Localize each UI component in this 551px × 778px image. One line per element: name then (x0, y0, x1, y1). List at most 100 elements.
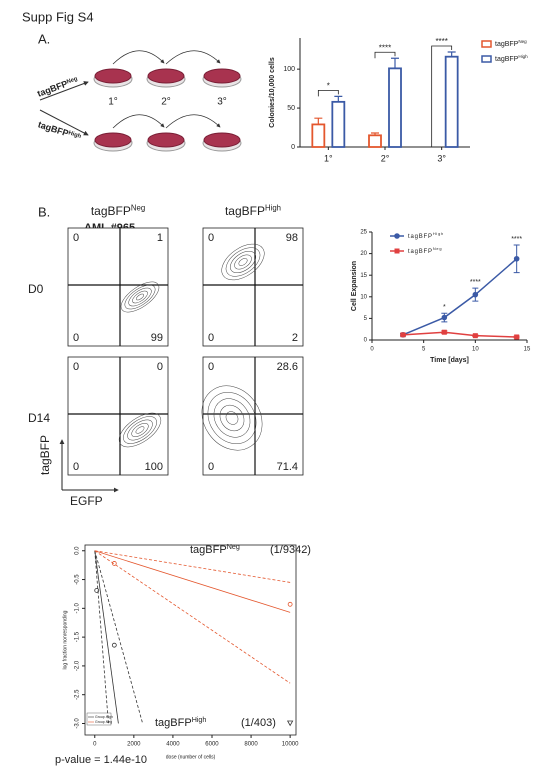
contour (238, 258, 248, 266)
generation-label: 3° (217, 97, 227, 108)
quadrant-value: 0 (73, 232, 79, 244)
significance-label: **** (511, 236, 522, 243)
significance-label: **** (470, 279, 481, 286)
y-tick-label: 25 (360, 230, 367, 236)
y-tick-label: -1.0 (75, 603, 81, 614)
quadrant-value: 99 (151, 332, 163, 344)
contour (225, 411, 239, 425)
quadrant-value: 0 (208, 461, 214, 473)
legend-swatch (481, 55, 492, 63)
arrow (112, 114, 165, 129)
y-tick-label: 50 (287, 105, 295, 112)
fit-line (94, 550, 119, 724)
quadrant-value: 0 (208, 361, 214, 373)
marker (111, 642, 117, 648)
dish-medium (94, 68, 132, 84)
flow-panel (67, 227, 169, 347)
label-text: tagBFP (225, 204, 265, 218)
label-text: tagBFP (495, 56, 519, 63)
contour (124, 284, 156, 310)
generation-label: 2° (161, 97, 171, 108)
flow-panel (202, 356, 304, 476)
plot-frame (84, 544, 297, 736)
label-superscript: High (192, 716, 207, 724)
x-tick-label: 1° (324, 153, 333, 163)
row-label: D0 (28, 282, 44, 296)
significance-label: * (443, 304, 446, 311)
p-value: p-value = 1.44e-10 (55, 754, 147, 766)
y-tick-label: 10 (360, 294, 367, 300)
contour (118, 412, 162, 448)
significance-label: * (327, 82, 330, 91)
y-tick-label: -2.5 (75, 689, 81, 700)
column-header: tagBFPNeg (91, 204, 145, 219)
flow-panel (67, 356, 169, 476)
contour (123, 416, 157, 444)
marker (472, 291, 479, 298)
contour (219, 404, 245, 432)
marker (400, 332, 406, 338)
legend-marker (394, 233, 400, 239)
estimate-value: (1/403) (241, 717, 276, 729)
bar (331, 100, 346, 148)
marker (441, 314, 448, 321)
y-tick-label: 0 (291, 144, 295, 151)
label-text: tagBFP (190, 544, 227, 556)
x-tick-label: 8000 (244, 742, 258, 748)
panel-label: B. (38, 204, 50, 219)
y-tick-label: 15 (360, 273, 367, 279)
quadrant-value: 2 (292, 332, 298, 344)
arrow (39, 81, 89, 101)
bar (368, 134, 382, 148)
contour (221, 243, 265, 281)
bar (388, 67, 402, 148)
label-superscript: Neg (518, 39, 527, 44)
flow-x-label: EGFP (70, 494, 103, 508)
x-tick-label: 10 (472, 347, 479, 353)
y-tick-label: 20 (360, 251, 367, 257)
error-bar (371, 132, 379, 136)
contour (201, 385, 263, 451)
y-tick-label: -0.5 (75, 574, 81, 585)
x-tick-label: 0 (370, 347, 374, 353)
contour (120, 281, 160, 313)
quadrant-value: 100 (145, 461, 163, 473)
y-tick-label: -1.5 (75, 631, 81, 642)
marker (111, 561, 117, 566)
label-text: tagBFP (408, 234, 433, 240)
legend-label: tagBFPNeg (495, 39, 527, 48)
column-header: tagBFPHigh (225, 204, 281, 219)
y-tick-label: 0.0 (75, 546, 81, 555)
fit-line (94, 550, 291, 684)
estimate-label: tagBFPHigh (155, 716, 206, 729)
contour (135, 293, 145, 301)
dish-medium (94, 132, 132, 148)
arrow (112, 50, 165, 65)
label-superscript: High (518, 54, 528, 59)
x-axis-label: dose (number of cells) (166, 754, 216, 760)
contour (128, 287, 152, 307)
x-tick-label: 2000 (127, 742, 141, 748)
legend-marker (394, 248, 400, 254)
bar (311, 123, 326, 148)
x-tick-label: 10000 (282, 742, 299, 748)
legend-label: tagBFPHigh (408, 231, 444, 239)
quadrant-value: 28.6 (277, 361, 298, 373)
significance-label: **** (379, 43, 391, 52)
x-tick-label: 5 (422, 347, 426, 353)
y-axis-label: log fraction nonresponding (62, 610, 68, 669)
contour (234, 254, 252, 270)
dish-medium (203, 68, 241, 84)
contour (131, 422, 149, 438)
series-line (402, 258, 518, 336)
arrow (39, 109, 89, 136)
fit-line (94, 550, 291, 613)
significance-bracket (317, 89, 339, 97)
x-tick-label: 3° (437, 153, 446, 163)
significance-bracket (431, 45, 453, 147)
label-superscript: High (68, 130, 83, 140)
quadrant-value: 0 (73, 332, 79, 344)
figure-title: Supp Fig S4 (22, 9, 94, 24)
